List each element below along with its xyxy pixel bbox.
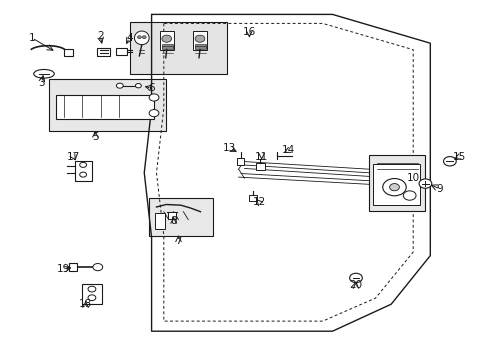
Bar — [195, 44, 205, 48]
Text: 4: 4 — [126, 33, 133, 43]
Circle shape — [149, 94, 159, 101]
Bar — [368, 155, 425, 211]
Text: 13: 13 — [223, 143, 236, 153]
Bar — [75, 161, 92, 181]
Circle shape — [149, 109, 159, 117]
Circle shape — [389, 184, 399, 191]
Circle shape — [443, 157, 455, 166]
Circle shape — [382, 179, 406, 196]
Bar — [195, 46, 205, 49]
Text: 2: 2 — [97, 31, 103, 41]
Bar — [49, 79, 166, 131]
Circle shape — [142, 36, 146, 39]
Circle shape — [349, 273, 362, 283]
Bar — [249, 195, 256, 201]
Ellipse shape — [34, 69, 54, 78]
Bar — [64, 49, 73, 56]
Circle shape — [195, 35, 204, 42]
Bar — [160, 31, 173, 49]
Text: 16: 16 — [242, 27, 256, 37]
Text: 11: 11 — [254, 152, 268, 162]
Bar — [168, 212, 176, 219]
Circle shape — [116, 83, 123, 88]
Text: 12: 12 — [252, 197, 265, 207]
Text: 8: 8 — [170, 216, 177, 226]
Text: 6: 6 — [148, 83, 155, 93]
Text: 19: 19 — [57, 264, 70, 274]
Circle shape — [418, 179, 431, 188]
Text: 1: 1 — [28, 33, 35, 43]
Text: 20: 20 — [349, 280, 362, 290]
Text: 5: 5 — [92, 132, 99, 142]
Bar — [155, 213, 164, 229]
Bar — [162, 44, 172, 48]
Circle shape — [137, 36, 141, 39]
Bar — [56, 95, 154, 119]
Bar — [69, 263, 77, 271]
Bar — [97, 48, 110, 56]
Text: 17: 17 — [66, 152, 80, 162]
Bar — [82, 284, 102, 304]
Text: 7: 7 — [175, 236, 182, 246]
Circle shape — [135, 84, 141, 88]
Bar — [116, 48, 127, 55]
Text: 15: 15 — [452, 152, 466, 162]
Text: 18: 18 — [79, 299, 92, 309]
Bar — [236, 158, 244, 165]
Bar — [129, 22, 227, 74]
Circle shape — [403, 191, 415, 200]
Text: 9: 9 — [436, 184, 443, 194]
Bar — [193, 31, 206, 49]
Bar — [372, 164, 419, 205]
Ellipse shape — [134, 31, 149, 45]
Text: 3: 3 — [38, 78, 45, 88]
Bar — [149, 198, 212, 236]
Text: 14: 14 — [281, 145, 295, 156]
Bar — [255, 163, 264, 170]
Bar — [162, 46, 172, 49]
Circle shape — [162, 35, 171, 42]
Circle shape — [93, 264, 102, 271]
Text: 10: 10 — [406, 173, 419, 183]
